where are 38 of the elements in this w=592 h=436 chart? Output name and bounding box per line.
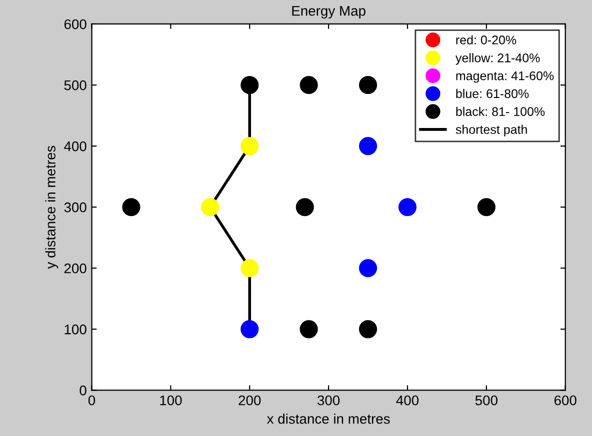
y-tick-label: 300 xyxy=(64,202,86,212)
point xyxy=(359,137,378,156)
point xyxy=(296,198,314,216)
point xyxy=(240,137,259,156)
x-tick-label: 200 xyxy=(238,395,261,406)
x-axis-title: x distance in metres xyxy=(266,414,390,424)
legend-label: yellow: 21-40% xyxy=(455,53,540,65)
legend-label: red: 0-20% xyxy=(456,35,516,44)
y-tick-label: 600 xyxy=(64,19,86,30)
legend-label: magenta: 41-60% xyxy=(456,71,554,83)
y-tick-label: 0 xyxy=(80,386,86,396)
y-tick-label: 400 xyxy=(64,141,86,152)
y-tick-label: 100 xyxy=(64,324,86,334)
x-tick-label: 100 xyxy=(160,395,182,406)
point xyxy=(477,198,496,216)
point xyxy=(240,320,259,338)
x-tick-label: 400 xyxy=(396,395,419,406)
x-tick-label: 0 xyxy=(88,395,96,406)
point xyxy=(122,198,140,216)
legend-label: black: 81- 100% xyxy=(456,106,545,116)
y-axis-title: y distance in metres xyxy=(45,146,58,269)
x-tick-label: 300 xyxy=(318,395,340,406)
x-tick-label: 500 xyxy=(475,395,498,406)
y-tick-label: 200 xyxy=(64,263,86,274)
point xyxy=(300,320,318,338)
legend-label: shortest path xyxy=(456,124,527,136)
y-tick-label: 500 xyxy=(64,80,86,90)
chart-title: Energy Map xyxy=(292,6,366,19)
legend-label: blue: 61-80% xyxy=(456,88,529,98)
point xyxy=(359,320,378,338)
point xyxy=(240,259,259,278)
point xyxy=(398,198,417,216)
point xyxy=(359,259,378,278)
point xyxy=(201,198,220,216)
point xyxy=(300,76,318,94)
point xyxy=(240,76,259,94)
x-tick-label: 600 xyxy=(554,395,576,406)
point xyxy=(359,76,378,94)
